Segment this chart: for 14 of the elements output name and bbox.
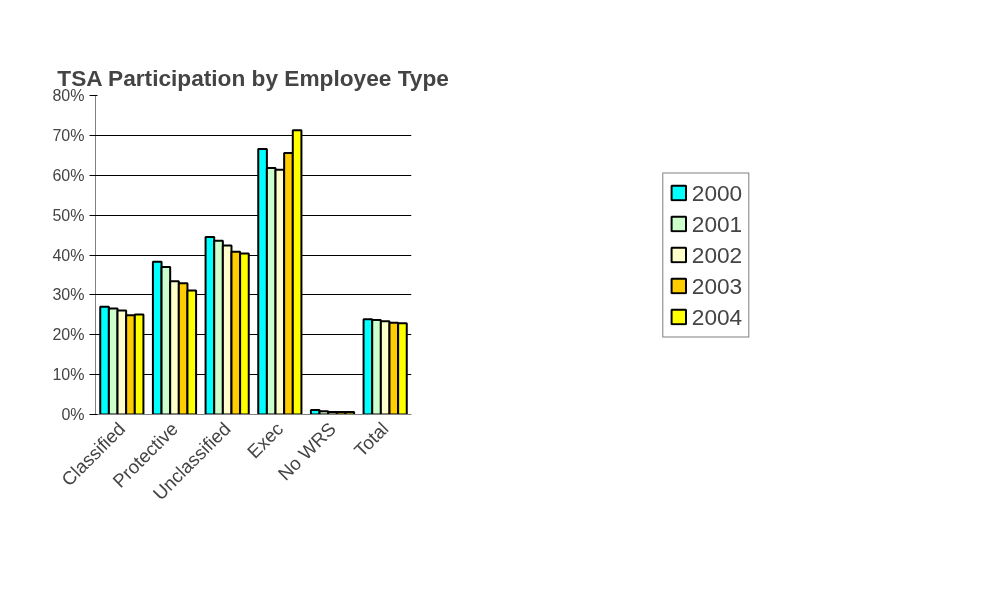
legend-label: 2004 — [691, 303, 743, 330]
y-tick-label: 40% — [52, 246, 85, 264]
y-tick-label: 50% — [52, 206, 85, 224]
legend-label: 2000 — [691, 179, 743, 206]
legend-label: 2001 — [691, 210, 743, 237]
y-tick-label: 80% — [52, 87, 85, 104]
y-tick-label: 70% — [52, 126, 85, 144]
y-tick-label: 10% — [52, 366, 85, 384]
legend-label: 2002 — [691, 241, 743, 268]
y-tick-label: 30% — [52, 286, 85, 304]
y-tick-label: 0% — [61, 406, 85, 423]
legend-label: 2003 — [691, 272, 743, 299]
y-tick-label: 20% — [52, 326, 85, 344]
y-tick-label: 60% — [52, 166, 85, 184]
